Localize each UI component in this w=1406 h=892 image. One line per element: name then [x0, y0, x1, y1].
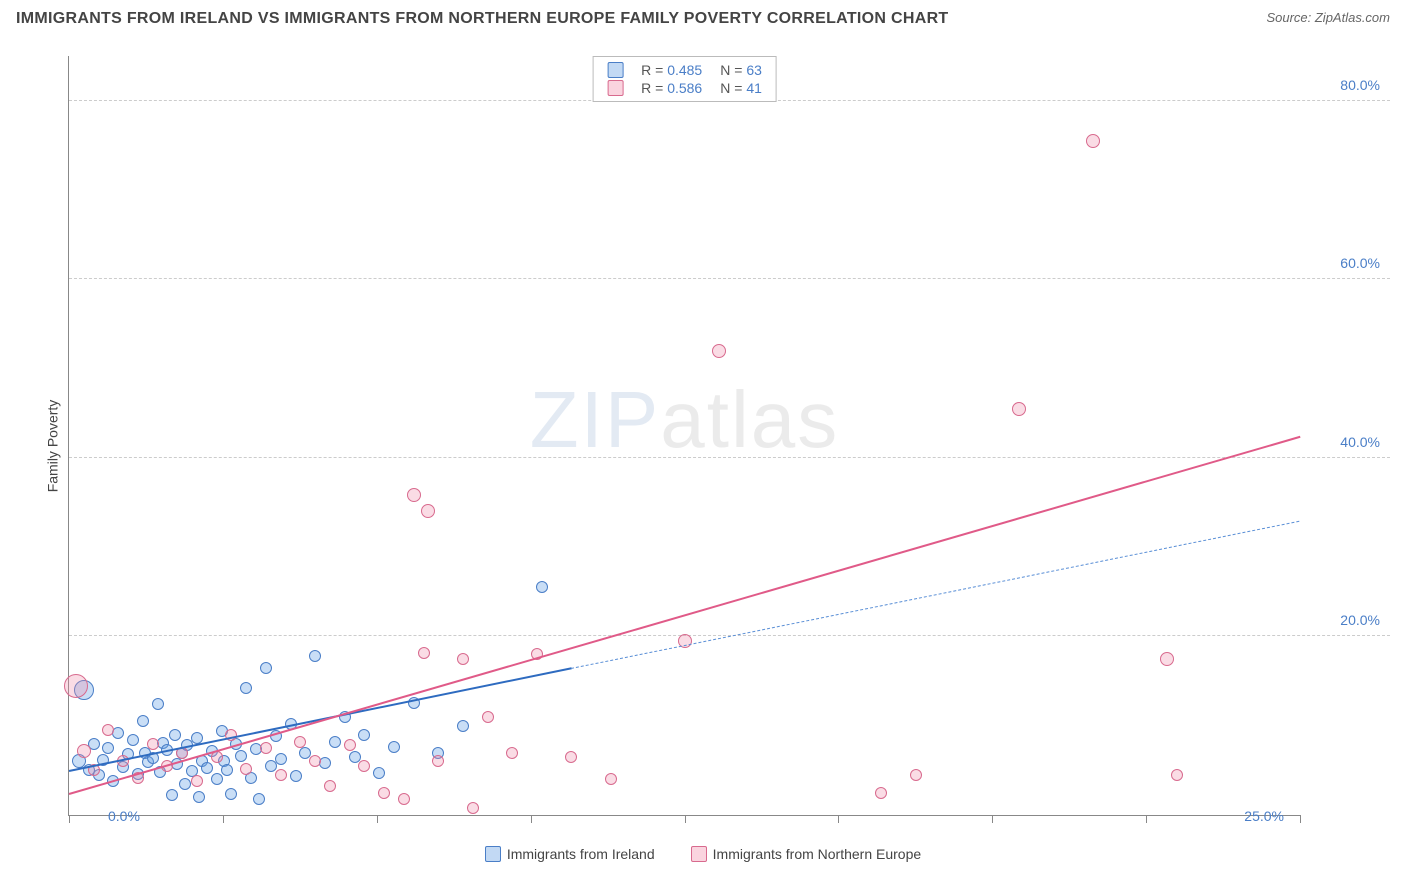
legend-swatch-1	[485, 846, 501, 862]
data-point	[418, 647, 430, 659]
data-point	[235, 750, 247, 762]
data-point	[398, 793, 410, 805]
plot-area: ZIPatlas R = 0.485 N = 63 R = 0.586 N = …	[68, 56, 1300, 816]
data-point	[388, 741, 400, 753]
gridline	[69, 278, 1390, 279]
y-tick-label: 20.0%	[1340, 612, 1380, 628]
source-attribution: Source: ZipAtlas.com	[1266, 10, 1390, 25]
data-point	[1012, 402, 1026, 416]
data-point	[605, 773, 617, 785]
data-point	[1086, 134, 1100, 148]
data-point	[211, 773, 223, 785]
data-point	[358, 760, 370, 772]
data-point	[191, 775, 203, 787]
data-point	[102, 724, 114, 736]
data-point	[225, 788, 237, 800]
data-point	[1160, 652, 1174, 666]
data-point	[260, 662, 272, 674]
trend-line	[69, 436, 1301, 795]
data-point	[260, 742, 272, 754]
data-point	[309, 755, 321, 767]
data-point	[309, 650, 321, 662]
data-point	[240, 682, 252, 694]
data-point	[221, 764, 233, 776]
chart-container: ZIPatlas R = 0.485 N = 63 R = 0.586 N = …	[40, 44, 1390, 834]
correlation-stats-box: R = 0.485 N = 63 R = 0.586 N = 41	[592, 56, 777, 102]
swatch-series-1	[607, 62, 623, 78]
data-point	[1171, 769, 1183, 781]
data-point	[275, 753, 287, 765]
data-point	[344, 739, 356, 751]
data-point	[407, 488, 421, 502]
legend-item-2: Immigrants from Northern Europe	[691, 846, 922, 862]
data-point	[152, 698, 164, 710]
x-tick	[1300, 815, 1301, 823]
swatch-series-2	[607, 80, 623, 96]
data-point	[506, 747, 518, 759]
data-point	[294, 736, 306, 748]
data-point	[875, 787, 887, 799]
data-point	[290, 770, 302, 782]
y-tick-label: 40.0%	[1340, 434, 1380, 450]
data-point	[358, 729, 370, 741]
data-point	[329, 736, 341, 748]
stats-row-series-1: R = 0.485 N = 63	[607, 61, 762, 79]
watermark: ZIPatlas	[530, 374, 839, 466]
legend-item-1: Immigrants from Ireland	[485, 846, 655, 862]
data-point	[179, 778, 191, 790]
chart-title: IMMIGRANTS FROM IRELAND VS IMMIGRANTS FR…	[16, 10, 949, 28]
data-point	[137, 715, 149, 727]
data-point	[565, 751, 577, 763]
data-point	[169, 729, 181, 741]
y-tick-label: 80.0%	[1340, 77, 1380, 93]
legend: Immigrants from Ireland Immigrants from …	[0, 846, 1406, 862]
data-point	[166, 789, 178, 801]
legend-swatch-2	[691, 846, 707, 862]
data-point	[910, 769, 922, 781]
data-point	[482, 711, 494, 723]
x-tick	[69, 815, 70, 823]
data-point	[253, 793, 265, 805]
data-point	[201, 762, 213, 774]
data-point	[712, 344, 726, 358]
x-axis-labels: 0.0% 25.0%	[108, 808, 1284, 824]
data-point	[373, 767, 385, 779]
data-point	[275, 769, 287, 781]
data-point	[64, 674, 88, 698]
data-point	[324, 780, 336, 792]
data-point	[378, 787, 390, 799]
data-point	[147, 738, 159, 750]
data-point	[457, 653, 469, 665]
data-point	[193, 791, 205, 803]
data-point	[457, 720, 469, 732]
data-point	[77, 744, 91, 758]
data-point	[536, 581, 548, 593]
data-point	[467, 802, 479, 814]
stats-row-series-2: R = 0.586 N = 41	[607, 79, 762, 97]
y-tick-label: 60.0%	[1340, 255, 1380, 271]
data-point	[102, 742, 114, 754]
data-point	[127, 734, 139, 746]
data-point	[432, 755, 444, 767]
data-point	[421, 504, 435, 518]
gridline	[69, 457, 1390, 458]
data-point	[240, 763, 252, 775]
